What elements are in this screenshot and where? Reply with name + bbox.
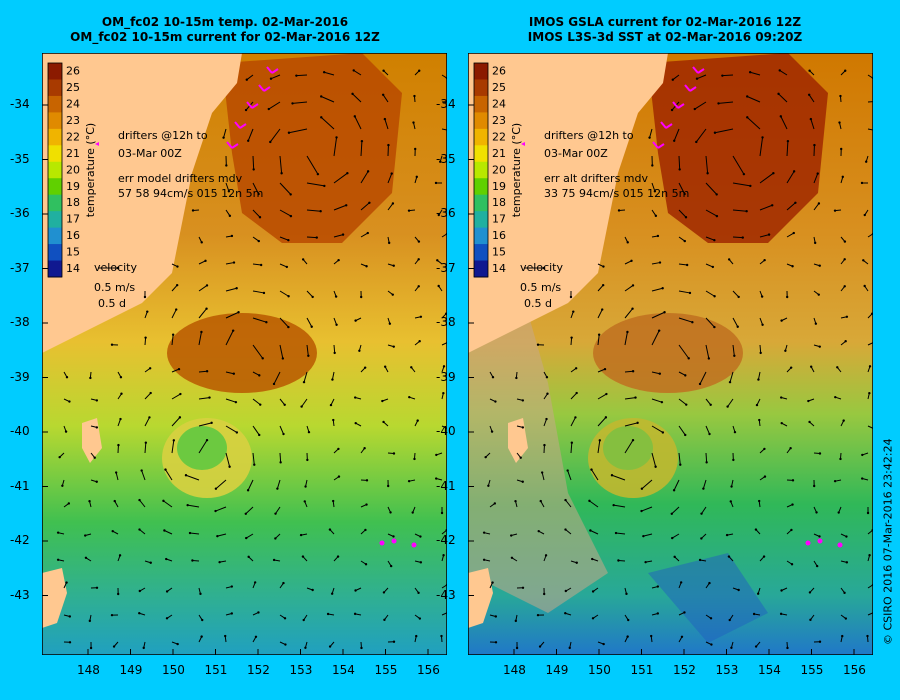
drifters-line1: drifters @12h to xyxy=(544,129,634,142)
right-map: 26 25 24 23 22 21 20 19 18 17 16 15 14 temperature (°… xyxy=(468,53,873,655)
err-line1: err model drifters mdv xyxy=(118,172,243,185)
lat-tick: -36 xyxy=(436,206,456,220)
colorbar-tick: 15 xyxy=(492,246,506,259)
lat-tick: -37 xyxy=(436,260,456,275)
colorbar-tick: 19 xyxy=(492,180,506,193)
lon-tick: 153 xyxy=(289,663,313,677)
lon-tick: 150 xyxy=(588,663,611,677)
colorbar-tick: 18 xyxy=(66,196,80,209)
velocity-duration: 0.5 d xyxy=(98,297,126,310)
lat-tick: -35 xyxy=(436,151,456,166)
drifters-line2: 03-Mar 00Z xyxy=(118,147,182,160)
lat-tick: -42 xyxy=(436,533,456,547)
lon-tick: 154 xyxy=(758,663,781,677)
colorbar-tick: 26 xyxy=(492,65,506,78)
colorbar-tick: 15 xyxy=(66,246,80,259)
colorbar-tick: 23 xyxy=(66,114,80,127)
lat-tick: -39 xyxy=(10,369,30,384)
lat-tick: -38 xyxy=(436,315,456,329)
colorbar-tick: 17 xyxy=(66,213,80,226)
err-line2: 33 75 94cm/s 015 12n 5m xyxy=(544,187,689,200)
colorbar-tick: 20 xyxy=(492,163,506,176)
colorbar-tick: 22 xyxy=(66,130,80,143)
colorbar-tick: 22 xyxy=(492,130,506,143)
lat-tick: -43 xyxy=(436,587,456,602)
lat-tick: -43 xyxy=(10,587,30,602)
colorbar-tick: 20 xyxy=(66,163,80,176)
lat-tick: -40 xyxy=(10,424,30,438)
right-title: IMOS GSLA current for 02-Mar-2016 12Z IM… xyxy=(455,15,875,45)
lon-tick: 153 xyxy=(715,663,739,677)
drifters-line2: 03-Mar 00Z xyxy=(544,147,608,160)
err-line1: err alt drifters mdv xyxy=(544,172,648,185)
right-title-line1: IMOS GSLA current for 02-Mar-2016 12Z xyxy=(528,15,802,29)
lat-tick: -39 xyxy=(436,369,456,384)
lat-tick: -38 xyxy=(10,315,30,329)
colorbar-tick: 18 xyxy=(492,196,506,209)
colorbar-tick: 24 xyxy=(66,97,80,110)
lat-tick: -41 xyxy=(10,478,30,493)
colorbar-label: temperature (°C) xyxy=(84,123,97,217)
left-title: OM_fc02 10-15m temp. 02-Mar-2016 OM_fc02… xyxy=(15,15,435,45)
colorbar-tick: 24 xyxy=(492,97,506,110)
colorbar-tick: 14 xyxy=(492,262,506,275)
drifters-line1: drifters @12h to xyxy=(118,129,208,142)
lon-tick: 148 xyxy=(503,663,526,677)
lon-tick: 156 xyxy=(417,663,440,677)
colorbar-tick: 21 xyxy=(492,147,506,160)
lon-tick: 148 xyxy=(77,663,100,677)
lon-tick: 155 xyxy=(374,663,398,677)
lat-tick: -35 xyxy=(10,151,30,166)
velocity-duration: 0.5 d xyxy=(524,297,552,310)
colorbar-tick: 23 xyxy=(492,114,506,127)
lon-tick: 151 xyxy=(204,663,228,677)
err-line2: 57 58 94cm/s 015 12n 5m xyxy=(118,187,263,200)
velocity-speed: 0.5 m/s xyxy=(94,281,135,294)
colorbar-label: temperature (°C) xyxy=(510,123,523,217)
lat-tick: -40 xyxy=(436,424,456,438)
lat-tick: -34 xyxy=(436,97,456,111)
lat-tick: -36 xyxy=(10,206,30,220)
left-map: 26 25 24 23 22 21 20 19 18 17 16 15 14 temperature (°… xyxy=(42,53,447,655)
left-title-line2: OM_fc02 10-15m current for 02-Mar-2016 1… xyxy=(70,30,380,44)
credit-text: © CSIRO 2016 07-Mar-2016 23:42:24 xyxy=(882,438,895,645)
lat-tick: -37 xyxy=(10,260,30,275)
lat-tick: -41 xyxy=(436,478,456,493)
lat-tick: -34 xyxy=(10,97,30,111)
lon-tick: 149 xyxy=(119,663,143,677)
left-title-line1: OM_fc02 10-15m temp. 02-Mar-2016 xyxy=(101,15,349,29)
lon-tick: 154 xyxy=(332,663,355,677)
colorbar-tick: 21 xyxy=(66,147,80,160)
lon-tick: 152 xyxy=(673,663,696,677)
colorbar-tick: 16 xyxy=(66,229,80,242)
colorbar-tick: 17 xyxy=(492,213,506,226)
lon-tick: 151 xyxy=(630,663,654,677)
velocity-speed: 0.5 m/s xyxy=(520,281,561,294)
colorbar-tick: 16 xyxy=(492,229,506,242)
lat-tick: -42 xyxy=(10,533,30,547)
right-title-line2: IMOS L3S-3d SST at 02-Mar-2016 09:20Z xyxy=(527,30,803,44)
lon-tick: 152 xyxy=(247,663,270,677)
colorbar-tick: 25 xyxy=(66,81,80,94)
colorbar-tick: 14 xyxy=(66,262,80,275)
colorbar-tick: 19 xyxy=(66,180,80,193)
lon-tick: 155 xyxy=(800,663,824,677)
lon-tick: 150 xyxy=(162,663,185,677)
colorbar-tick: 25 xyxy=(492,81,506,94)
lon-tick: 149 xyxy=(545,663,569,677)
colorbar-tick: 26 xyxy=(66,65,80,78)
lon-tick: 156 xyxy=(843,663,866,677)
